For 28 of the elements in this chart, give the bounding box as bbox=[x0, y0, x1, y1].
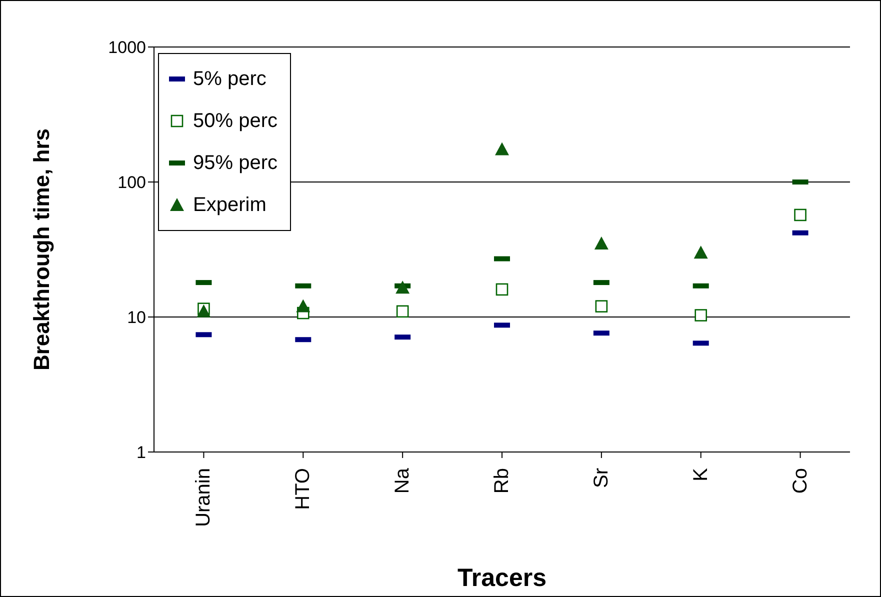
point bbox=[396, 280, 410, 294]
x-tick-label: K bbox=[690, 467, 712, 482]
point bbox=[296, 299, 310, 312]
x-tick-label: Co bbox=[789, 468, 812, 494]
point bbox=[495, 142, 509, 156]
x-tick-label: Rb bbox=[491, 468, 513, 494]
legend-label: 5% perc bbox=[193, 68, 266, 90]
y-tick-label: 10 bbox=[127, 308, 146, 328]
legend-label: Experim bbox=[193, 194, 266, 216]
point bbox=[396, 305, 409, 318]
point bbox=[196, 304, 211, 318]
point bbox=[496, 283, 508, 296]
point bbox=[595, 300, 608, 312]
y-tick-label: 1000 bbox=[108, 38, 146, 58]
point bbox=[694, 246, 708, 259]
x-tick-label: HTO bbox=[292, 468, 314, 510]
y-tick-label: 1 bbox=[136, 443, 146, 462]
point bbox=[794, 208, 806, 222]
x-tick-label: Na bbox=[392, 467, 414, 494]
x-tick-label: Uranin bbox=[192, 468, 215, 527]
x-tick-label: Sr bbox=[590, 468, 612, 488]
y-tick-label: 100 bbox=[118, 173, 146, 192]
legend-label: 50% perc bbox=[193, 110, 278, 132]
point bbox=[594, 236, 608, 250]
y-axis-title: Breakthrough time, hrs bbox=[28, 128, 54, 371]
point bbox=[694, 309, 708, 322]
legend-label: 95% perc bbox=[193, 152, 278, 174]
x-axis-title: Tracers bbox=[458, 564, 546, 592]
